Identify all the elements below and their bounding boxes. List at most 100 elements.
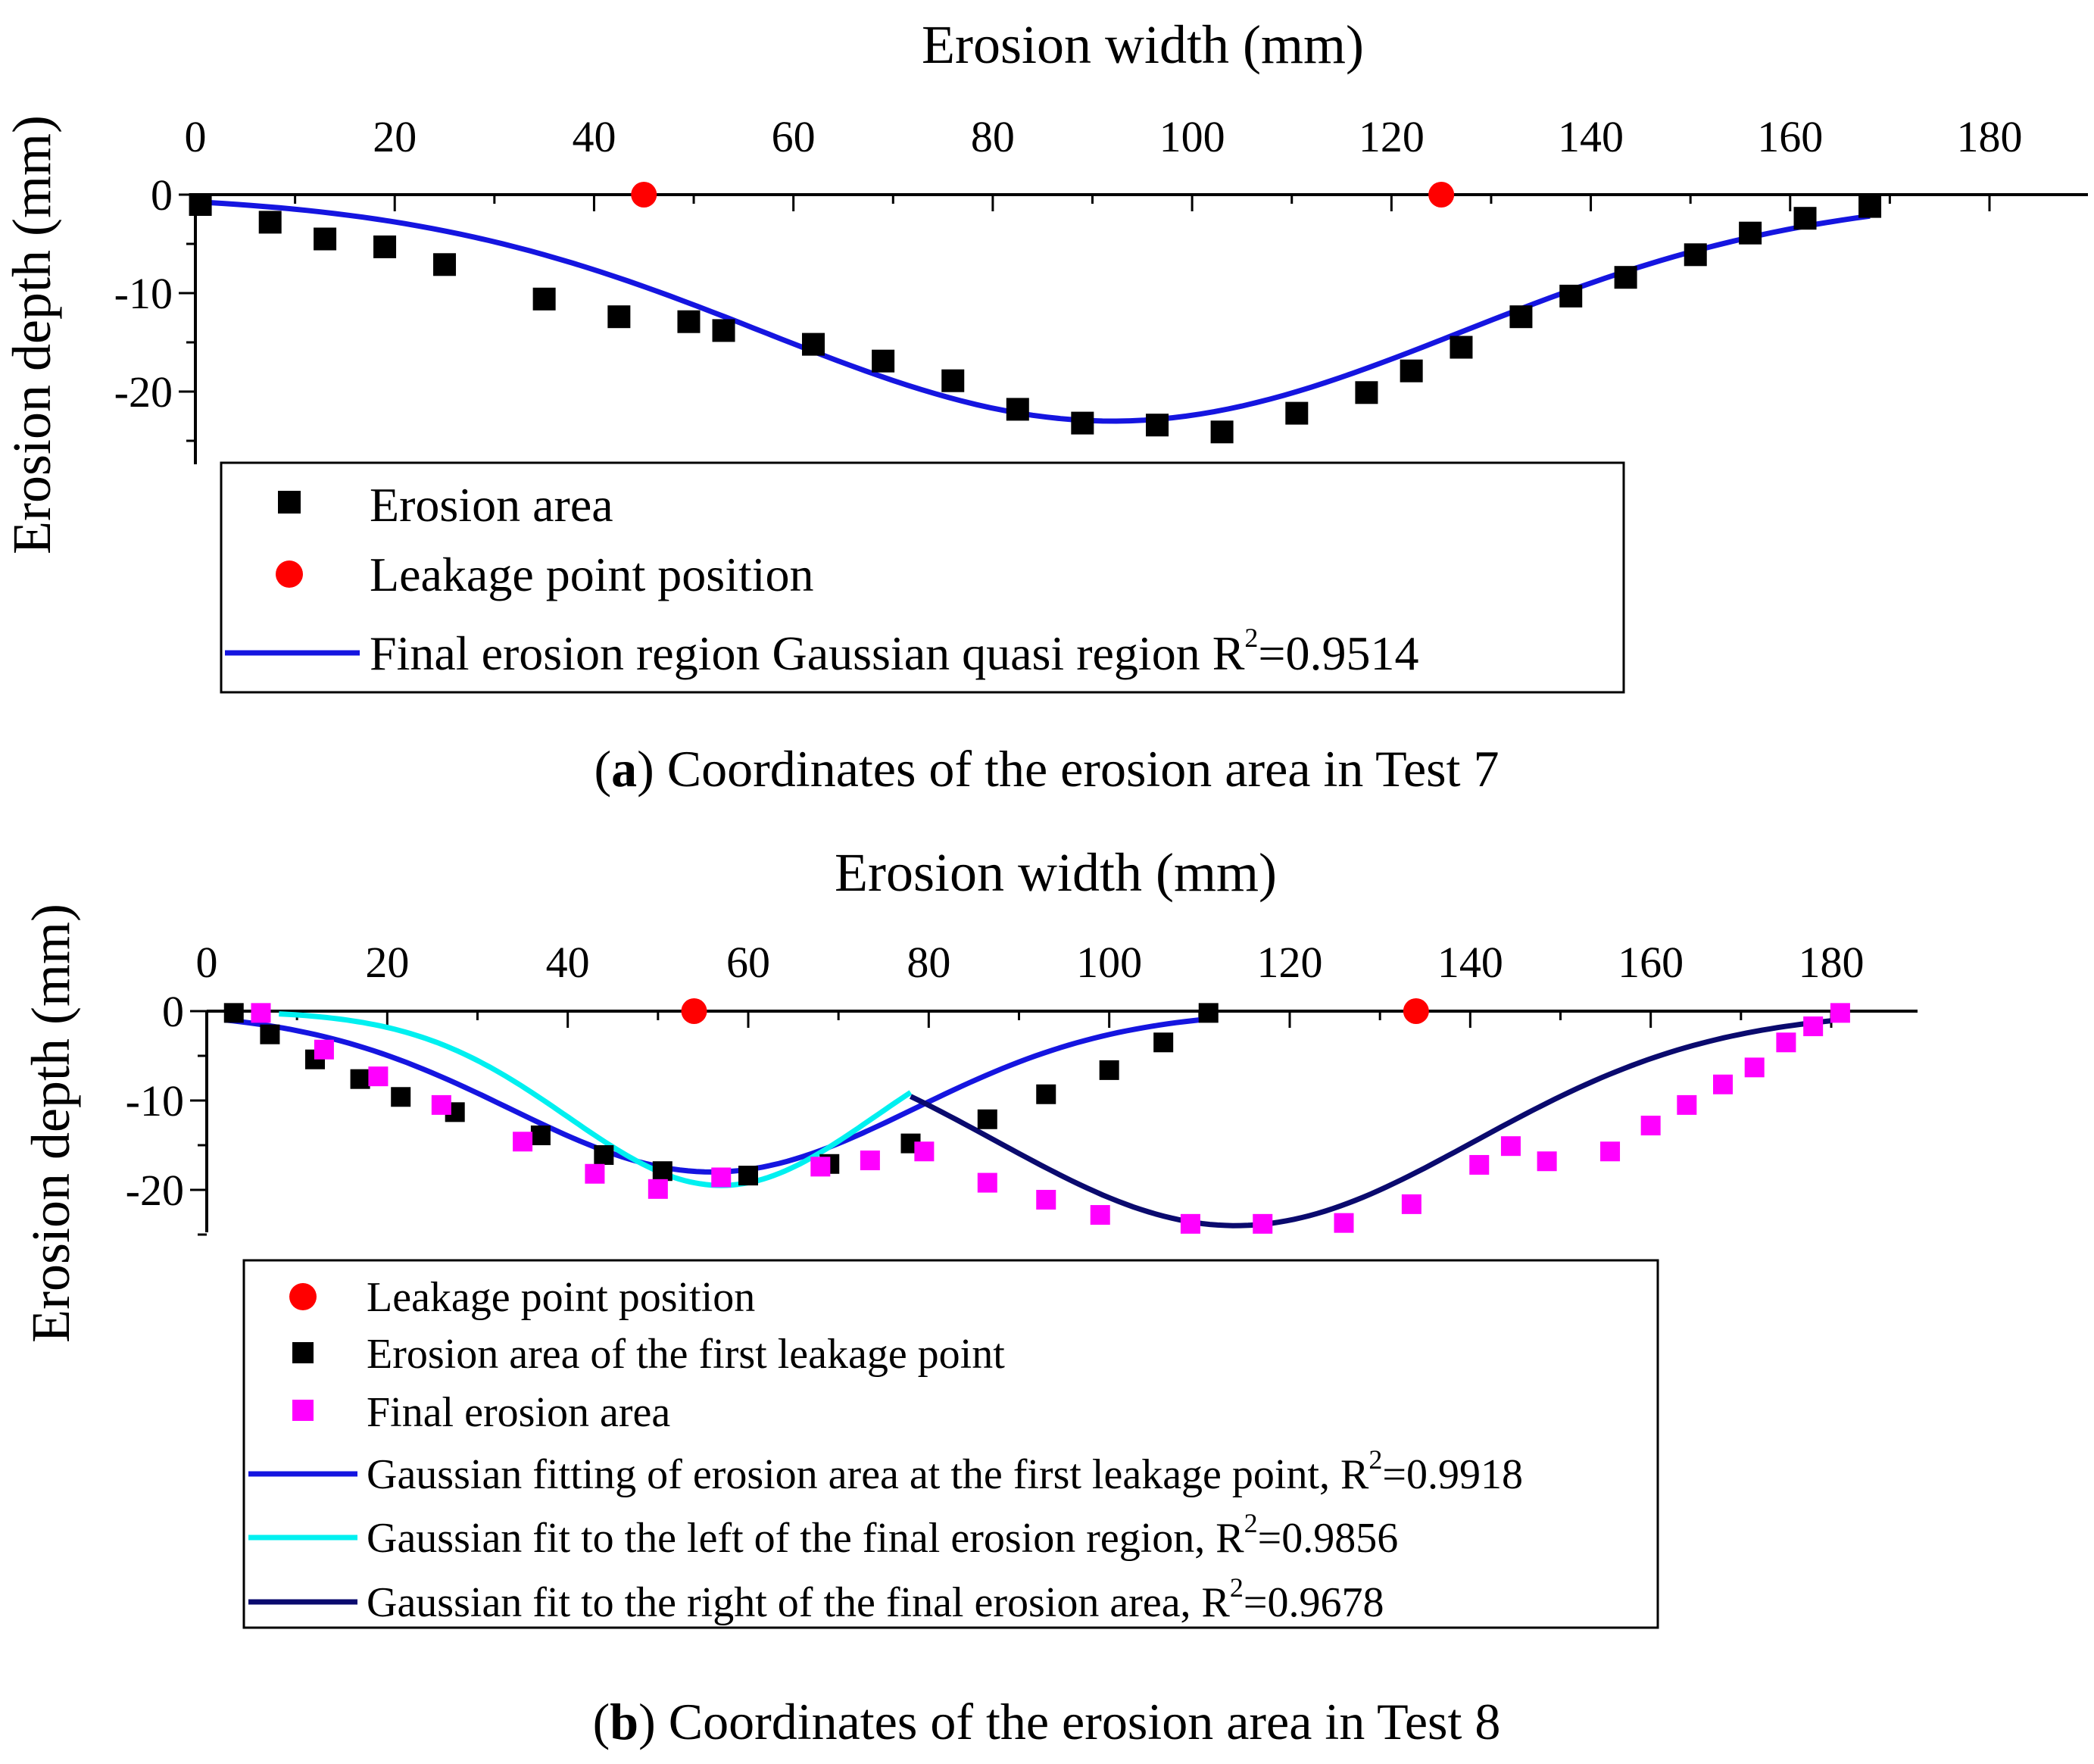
data-point (712, 319, 735, 342)
data-points-test8 (223, 998, 1850, 1234)
data-point (1684, 243, 1707, 267)
x-tick-label: 180 (1957, 112, 2023, 161)
data-point (251, 1003, 271, 1023)
data-point (1776, 1032, 1796, 1053)
data-point (223, 1003, 244, 1023)
x-tick-label: 0 (196, 938, 218, 987)
legend-test8: Leakage point position Erosion area of t… (242, 1259, 1659, 1629)
x-tick-label: 160 (1618, 938, 1684, 987)
x-tick-label: 60 (772, 112, 816, 161)
data-point (738, 1166, 758, 1186)
x-tick-label: 20 (365, 938, 409, 987)
chart-test8: Erosion width (mm) Erosion depth (mm) 0 2… (20, 842, 1918, 1750)
data-point (801, 333, 825, 356)
data-point (1355, 381, 1378, 404)
x-tick-label: 140 (1558, 112, 1624, 161)
data-point (648, 1179, 668, 1199)
data-point (594, 1144, 614, 1165)
data-point (189, 193, 212, 216)
legend-circle-marker (276, 560, 303, 588)
data-point (1400, 359, 1423, 382)
data-point (258, 211, 282, 234)
data-point (1858, 195, 1882, 218)
data-point (1739, 221, 1762, 245)
data-point (431, 1094, 451, 1115)
data-point (350, 1069, 370, 1089)
legend-black-square (292, 1342, 314, 1363)
y-axis-title-a: Erosion depth (mm) (2, 115, 62, 554)
y-tick-label: -20 (114, 367, 173, 417)
fit-line (195, 198, 1871, 424)
data-point (977, 1109, 997, 1129)
y-tick-label: -10 (114, 269, 173, 318)
data-point (1614, 266, 1637, 289)
data-point (1090, 1205, 1110, 1225)
leakage-point (631, 182, 657, 208)
y-tick-label: -20 (126, 1166, 184, 1215)
leakage-point (1428, 182, 1455, 208)
x-tick-label: 140 (1437, 938, 1503, 987)
data-point (1071, 411, 1094, 435)
data-point (513, 1132, 533, 1152)
data-point (810, 1157, 831, 1177)
data-point (1285, 401, 1309, 425)
data-point (1559, 284, 1583, 308)
y-tick-label: -10 (126, 1076, 184, 1126)
data-point (1180, 1213, 1200, 1234)
fit-line (909, 1018, 1832, 1229)
data-point (1146, 414, 1169, 437)
data-point (1600, 1141, 1621, 1162)
data-point (391, 1087, 411, 1107)
x-axis-title-b: Erosion width (mm) (835, 842, 1277, 903)
data-point (711, 1167, 732, 1188)
data-point (532, 287, 556, 311)
legend-leakage-b: Leakage point position (367, 1274, 755, 1321)
x-tick-label: 20 (373, 112, 417, 161)
data-point (585, 1163, 605, 1184)
data-point (314, 1039, 334, 1060)
legend-test7: Erosion area Leakage point position Fina… (220, 461, 1625, 694)
data-point (1677, 1094, 1697, 1115)
data-point (368, 1066, 389, 1087)
fit-line (279, 1011, 913, 1188)
x-tick-label: 40 (546, 938, 590, 987)
x-tick-label: 180 (1799, 938, 1865, 987)
data-point (1744, 1057, 1765, 1078)
legend-fit3: Gaussian fit to the right of the final e… (367, 1572, 1384, 1626)
legend-fit-label: Final erosion region Gaussian quasi regi… (370, 623, 1418, 680)
data-point (1334, 1213, 1354, 1233)
data-point (1830, 1003, 1850, 1023)
x-tick-label: 120 (1257, 938, 1323, 987)
leakage-point (1403, 998, 1429, 1024)
data-point (1036, 1084, 1056, 1104)
data-point (1099, 1060, 1119, 1080)
axes-test7 (179, 193, 2088, 464)
x-tick-label: 80 (907, 938, 950, 987)
legend-fit1: Gaussian fitting of erosion area at the … (367, 1444, 1523, 1498)
legend-fit2: Gaussian fit to the left of the final er… (367, 1508, 1398, 1562)
y-axis-title-b: Erosion depth (mm) (20, 904, 81, 1343)
data-points-test7 (189, 182, 1882, 444)
legend-circle-marker-b (289, 1283, 317, 1310)
data-point (260, 1024, 280, 1044)
legend-box-test7 (220, 461, 1625, 694)
tick-labels-test8: 0 20 40 60 80 100 120 140 160 180 0 -10 -20 (126, 938, 1865, 1215)
caption-test7: (a) Coordinates of the erosion area in T… (594, 740, 1499, 798)
data-point (314, 227, 337, 251)
data-point (1210, 420, 1234, 444)
data-point (1640, 1116, 1661, 1136)
data-point (941, 369, 965, 392)
data-point (1153, 1032, 1174, 1053)
data-point (1803, 1016, 1824, 1037)
y-tick-label: 0 (162, 987, 184, 1036)
data-point (1500, 1136, 1521, 1157)
data-point (1450, 336, 1473, 359)
legend-final-area: Final erosion area (367, 1389, 670, 1436)
data-point (860, 1151, 880, 1171)
legend-erosion-area: Erosion area (370, 478, 613, 532)
data-point (1006, 398, 1029, 421)
data-point (530, 1126, 551, 1146)
data-point (1509, 305, 1533, 329)
x-tick-label: 80 (971, 112, 1015, 161)
